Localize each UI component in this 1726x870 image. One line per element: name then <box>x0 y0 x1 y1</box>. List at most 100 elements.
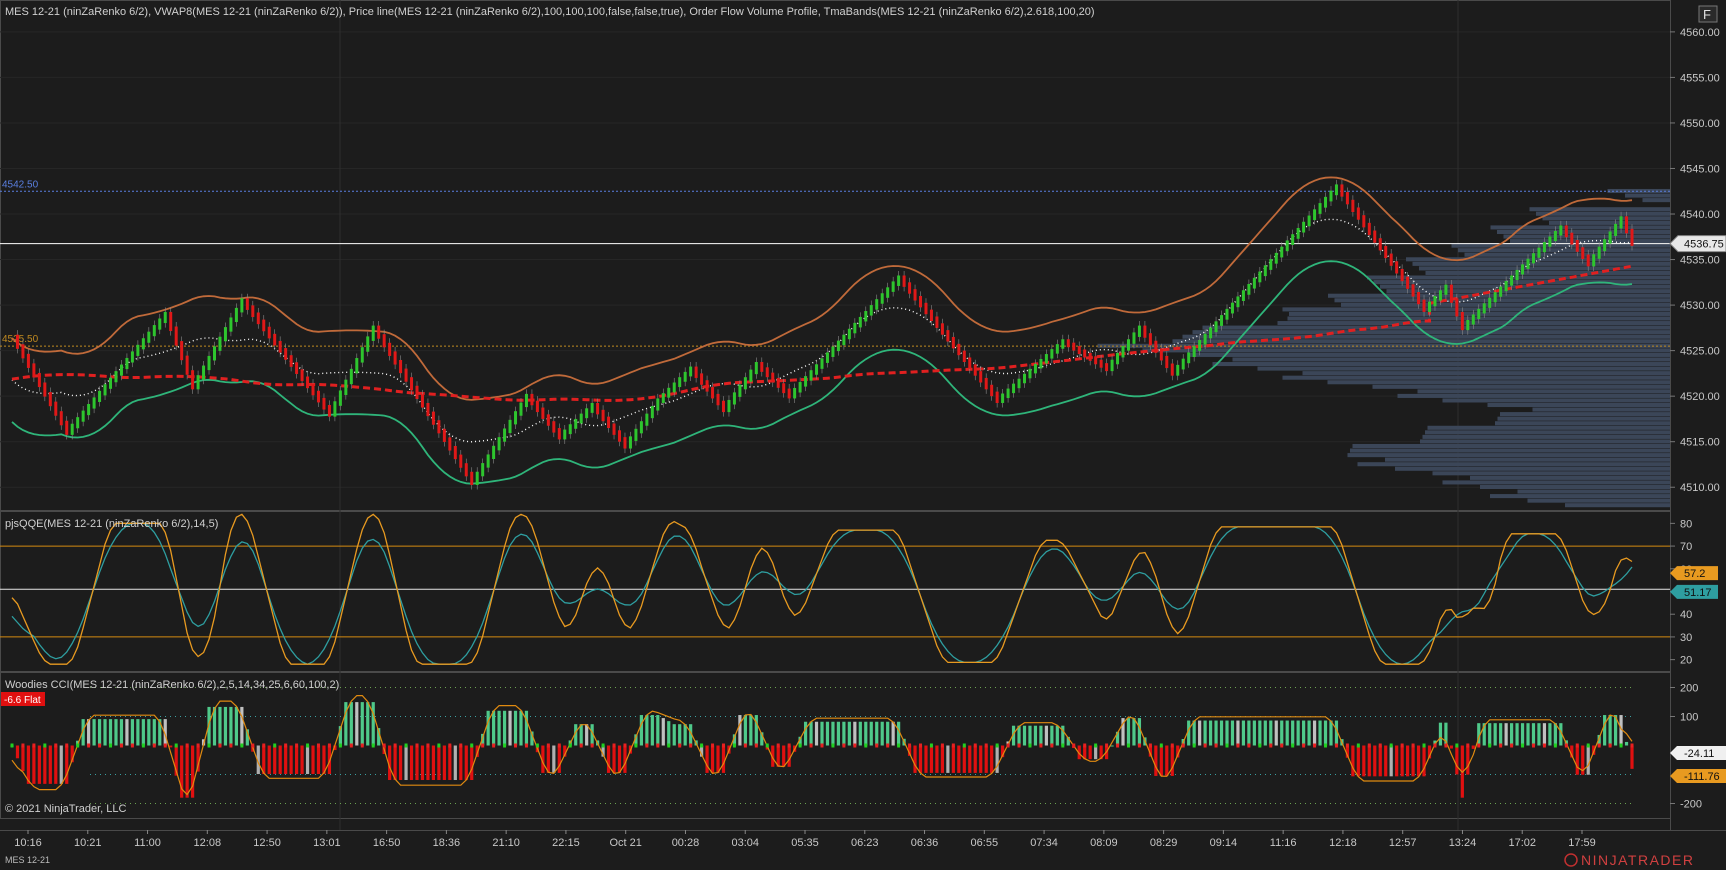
bar-up <box>1285 240 1289 252</box>
last-price-tag-text: 4536.75 <box>1684 239 1724 251</box>
profile-bar <box>1529 207 1670 212</box>
cci-zero-marker <box>1105 743 1109 748</box>
cci-zero-marker <box>678 743 682 748</box>
bar-down <box>300 369 304 382</box>
time-tick-label: 10:21 <box>74 837 102 849</box>
cci-zero-marker <box>459 743 463 748</box>
cci-zero-marker <box>1531 743 1535 748</box>
cci-histogram-bar <box>1438 722 1443 746</box>
bar-up <box>114 371 118 383</box>
bar-up <box>492 445 496 459</box>
profile-bar <box>1442 480 1670 485</box>
cci-zero-marker <box>1017 743 1021 748</box>
bar-down <box>1077 346 1081 355</box>
bar-up <box>1203 333 1207 345</box>
cci-histogram-bar <box>278 745 282 775</box>
bar-up <box>355 358 359 374</box>
cci-histogram-bar <box>1619 715 1623 746</box>
cci-zero-marker <box>1225 743 1229 748</box>
cci-histogram-bar <box>782 745 786 767</box>
cci-histogram-bar <box>1427 745 1432 759</box>
bar-down <box>1154 340 1158 353</box>
cci-zero-marker <box>1510 743 1514 748</box>
cci-histogram-bar <box>97 719 102 746</box>
cci-zero-marker <box>765 743 769 748</box>
cci-zero-marker <box>1072 743 1076 748</box>
cci-zero-marker <box>87 743 91 748</box>
profile-bar <box>1282 375 1670 380</box>
bar-up <box>650 406 654 419</box>
bar-down <box>546 414 550 426</box>
bar-down <box>284 348 288 360</box>
profile-bar <box>1334 298 1670 303</box>
profile-bar <box>1327 380 1670 385</box>
cci-histogram-bar <box>1581 745 1585 775</box>
cci-panel-title: Woodies CCI(MES 12-21 (ninZaRenko 6/2),2… <box>5 679 339 691</box>
cci-histogram-bar <box>119 719 124 746</box>
cci-zero-marker <box>1334 743 1338 748</box>
bar-up <box>130 351 134 363</box>
bar-down <box>453 445 457 460</box>
cci-histogram-bar <box>836 721 841 746</box>
cci-zero-marker <box>1280 743 1284 748</box>
cci-zero-marker <box>1400 743 1404 748</box>
bar-up <box>574 418 578 429</box>
cci-zero-marker <box>1181 743 1185 748</box>
profile-bar <box>1422 434 1670 439</box>
bar-down <box>1575 239 1579 252</box>
bar-down <box>15 334 19 349</box>
bar-down <box>322 397 326 410</box>
cci-histogram-bar <box>743 715 747 746</box>
bar-up <box>1236 296 1240 308</box>
cci-zero-marker <box>1389 743 1393 748</box>
profile-bar <box>1425 430 1670 435</box>
cci-zero-marker <box>1214 743 1218 748</box>
bar-up <box>1553 230 1557 242</box>
corner-button[interactable]: F <box>1698 5 1718 23</box>
bar-down <box>393 351 397 365</box>
cci-histogram-bar <box>1198 720 1202 746</box>
cci-histogram-bar <box>1482 723 1486 746</box>
bar-down <box>596 402 600 415</box>
cci-histogram-bar <box>1208 720 1213 746</box>
cci-histogram-bar <box>1411 745 1415 777</box>
cci-histogram-bar <box>1110 745 1114 747</box>
bar-down <box>191 370 195 390</box>
cci-zero-marker <box>503 743 507 748</box>
bar-down <box>470 471 474 485</box>
bar-up <box>749 369 753 382</box>
bar-up <box>98 390 102 402</box>
cci-histogram-bar <box>623 745 627 773</box>
cci-histogram-bar <box>267 745 271 775</box>
cci-histogram-bar <box>1088 745 1092 760</box>
bar-up <box>163 311 167 324</box>
profile-bar <box>1542 216 1670 221</box>
cci-histogram-bar <box>1553 723 1557 746</box>
cci-zero-marker <box>1269 743 1273 748</box>
bar-down <box>278 340 282 353</box>
cci-histogram-bar <box>1132 718 1136 746</box>
cci-histogram-bar <box>1367 745 1371 777</box>
bar-down <box>607 416 611 429</box>
bar-down <box>612 423 616 435</box>
profile-bar <box>1517 489 1670 494</box>
bar-up <box>678 377 682 388</box>
cci-zero-marker <box>1586 743 1590 748</box>
cci-histogram-bar <box>54 745 58 784</box>
cci-zero-marker <box>1192 743 1196 748</box>
cci-zero-marker <box>240 743 244 748</box>
cci-histogram-bar <box>590 724 594 746</box>
cci-histogram-bar <box>771 745 775 767</box>
cci-zero-marker <box>262 743 266 748</box>
profile-bar <box>1406 257 1670 262</box>
cci-zero-marker <box>656 743 660 748</box>
bar-up <box>481 463 485 477</box>
bar-down <box>1625 216 1629 234</box>
cci-histogram-bar <box>1504 723 1508 746</box>
cci-zero-marker <box>612 743 616 748</box>
price-tick-label: 4560.00 <box>1680 27 1720 39</box>
bar-up <box>897 275 901 286</box>
bar-up <box>475 471 479 485</box>
profile-bar <box>1347 453 1670 458</box>
